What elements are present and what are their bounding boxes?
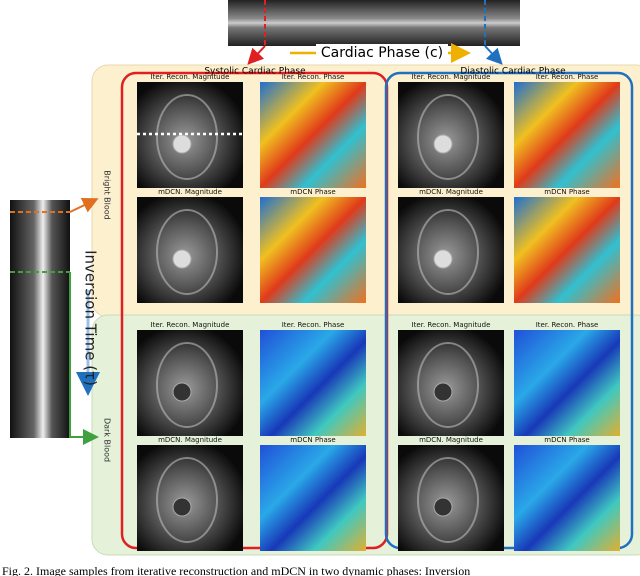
magnitude-image [137, 330, 243, 436]
heart [433, 382, 453, 402]
panel-label: mDCN. Magnitude [419, 188, 483, 196]
arrow [69, 272, 99, 445]
phase-image [514, 197, 620, 303]
heart [172, 382, 192, 402]
heart [433, 249, 453, 269]
anatomy [417, 94, 479, 180]
panel-label: mDCN. Magnitude [158, 188, 222, 196]
phase-image [260, 82, 366, 188]
phase-image [514, 330, 620, 436]
cardiac-phase-label: Cardiac Phase (c) [321, 45, 443, 61]
magnitude-image [398, 330, 504, 436]
panel-label: Iter. Recon. Magnitude [412, 73, 491, 81]
arrow [484, 45, 503, 65]
anatomy [156, 342, 218, 428]
magnitude-image [398, 82, 504, 188]
panel-label: mDCN. Magnitude [158, 436, 222, 444]
heart [433, 134, 453, 154]
magnitude-image [137, 82, 243, 188]
row-label: Dark Blood [103, 418, 112, 462]
magnitude-image [398, 445, 504, 551]
panel-label: Iter. Recon. Phase [536, 321, 599, 329]
arrow [69, 197, 99, 213]
panel-label: Iter. Recon. Phase [282, 321, 345, 329]
cardiac-strip [228, 0, 520, 46]
inversion-time-label: Inversion Time (τ) [82, 250, 100, 386]
phase-image [260, 445, 366, 551]
heart [172, 497, 192, 517]
heart [172, 249, 192, 269]
caption: Fig. 2. Image samples from iterative rec… [2, 564, 470, 576]
anatomy [156, 457, 218, 543]
row-label: Bright Blood [103, 170, 112, 219]
column-title: Systolic Cardiac Phase [204, 67, 306, 77]
panel-label: Iter. Recon. Phase [536, 73, 599, 81]
heart [433, 497, 453, 517]
panel-label: Iter. Recon. Magnitude [412, 321, 491, 329]
anatomy [417, 209, 479, 295]
label-bg [316, 44, 448, 62]
diastolic-frame [384, 71, 634, 550]
phase-image [514, 82, 620, 188]
panel-label: mDCN Phase [290, 188, 335, 196]
phase-image [260, 330, 366, 436]
magnitude-image [137, 445, 243, 551]
panel-label: Iter. Recon. Magnitude [151, 73, 230, 81]
anatomy [156, 94, 218, 180]
anatomy [417, 457, 479, 543]
panel-label: mDCN. Magnitude [419, 436, 483, 444]
anatomy [417, 342, 479, 428]
panel-label: mDCN Phase [290, 436, 335, 444]
panel-label: Iter. Recon. Magnitude [151, 321, 230, 329]
panel-label: mDCN Phase [544, 188, 589, 196]
panel-label: Iter. Recon. Phase [282, 73, 345, 81]
inversion-strip [10, 200, 70, 438]
magnitude-image [137, 197, 243, 303]
anatomy [156, 209, 218, 295]
panel-label: mDCN Phase [544, 436, 589, 444]
phase-image [260, 197, 366, 303]
heart [172, 134, 192, 154]
magnitude-image [398, 197, 504, 303]
arrow [247, 45, 266, 65]
column-title: Diastolic Cardiac Phase [460, 67, 566, 77]
phase-image [514, 445, 620, 551]
